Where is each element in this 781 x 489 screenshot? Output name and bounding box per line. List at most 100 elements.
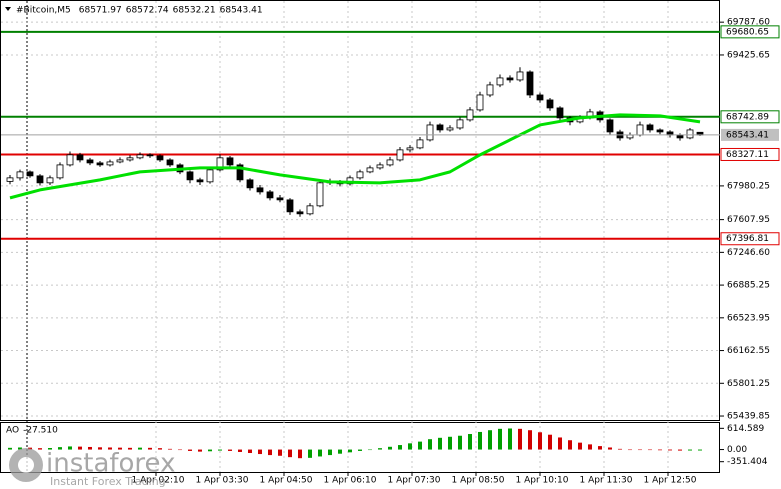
y-tick-label: 69425.65 [727,50,770,60]
candle-body [306,205,314,215]
ao-bar [248,449,252,454]
header-ohlc: 68571.97 [79,6,122,16]
candle-body [216,157,224,171]
moving-average [9,113,701,200]
level-label-box [720,147,780,161]
ao-bar [138,447,142,450]
candle-body [46,177,54,184]
candle-body [656,129,664,133]
x-tick-label: 1 Apr 04:50 [260,476,313,486]
candle-body [476,94,484,111]
candle-body [26,171,34,177]
ao-bar [378,448,382,450]
ao-bar [398,445,402,450]
ao-bar [358,449,362,451]
ao-bar [128,447,132,450]
ao-bar [688,449,692,451]
candle-body [356,171,364,179]
ao-bar [578,442,582,450]
ao-bar [328,449,332,456]
header-ohlc: 68532.21 [173,6,216,16]
candle-body [6,177,14,182]
ao-bar [88,446,92,450]
ao-bar [338,449,342,454]
candle-body [446,127,454,131]
ao-bar [268,449,272,456]
candle-body [206,169,214,183]
ao-value: -27.510 [23,426,58,436]
ao-name: AO [6,426,19,436]
candle-body [16,171,24,179]
ao-bar [288,449,292,458]
ao-bar [308,449,312,458]
candle-body [546,99,554,109]
watermark-logo-inner [18,457,34,473]
ao-bar [488,430,492,450]
ao-bar [568,440,572,450]
candle-body [536,94,544,101]
x-tick-label: 1 Apr 10:10 [516,476,569,486]
level-label: 68742.89 [726,112,769,122]
ao-bar [588,444,592,450]
ao-bar [678,449,682,451]
watermark-tagline: Instant Forex Trading [50,475,166,488]
candle-body [406,147,414,151]
ao-bar [218,449,222,451]
candle-body [146,154,154,157]
candle-body [386,159,394,166]
candle-body [36,175,44,184]
ao-bar [498,428,502,450]
ao-bar [58,447,62,450]
y-tick-label: 65439.85 [727,412,770,422]
ao-bar [508,428,512,450]
candle-body [606,119,614,133]
ao-bar [438,437,442,450]
ao-bar [638,449,642,451]
level-label: 67396.81 [726,234,769,244]
candle-body [496,77,504,86]
ao-bar [518,428,522,450]
candle-body [76,154,84,161]
candle-body [456,119,464,129]
candle-body [686,129,694,139]
main-frame [0,0,720,421]
candle-body [246,179,254,189]
ao-bar [608,447,612,450]
y-tick-label: 67980.25 [727,181,770,191]
ao-bar [428,439,432,450]
ao-bar [468,434,472,450]
candle-body [66,154,74,166]
candle-body [416,139,424,149]
candle-body [116,159,124,163]
level-label-box [720,25,780,39]
ao-bar [668,449,672,451]
candle-body [136,154,144,159]
ao-bar [228,449,232,451]
candle-body [156,155,164,161]
level-label: 69680.65 [726,27,769,37]
ao-bar [168,448,172,450]
y-tick-label: 66162.55 [727,346,770,356]
ao-bar [198,449,202,452]
ao-bar [408,443,412,450]
x-tick-label: 1 Apr 03:30 [196,476,249,486]
candle-body [226,157,234,166]
ao-bar [348,449,352,453]
ao-bar [698,449,702,451]
header-ohlc: 68543.41 [220,6,263,16]
ao-bar [528,430,532,450]
y-tick-label: 66885.25 [727,281,770,291]
ao-bar [628,449,632,451]
ao-bar [238,449,242,452]
level-label: 68327.11 [726,150,769,160]
header-ohlc: 68572.74 [126,6,169,16]
ao-frame [0,422,720,473]
candle-body [86,159,94,164]
candle-body [396,149,404,161]
ao-bar [278,449,282,456]
candle-body [276,197,284,201]
ao-bar [298,449,302,459]
y-tick-label: 69787.60 [727,18,770,28]
candle-body [516,71,524,81]
